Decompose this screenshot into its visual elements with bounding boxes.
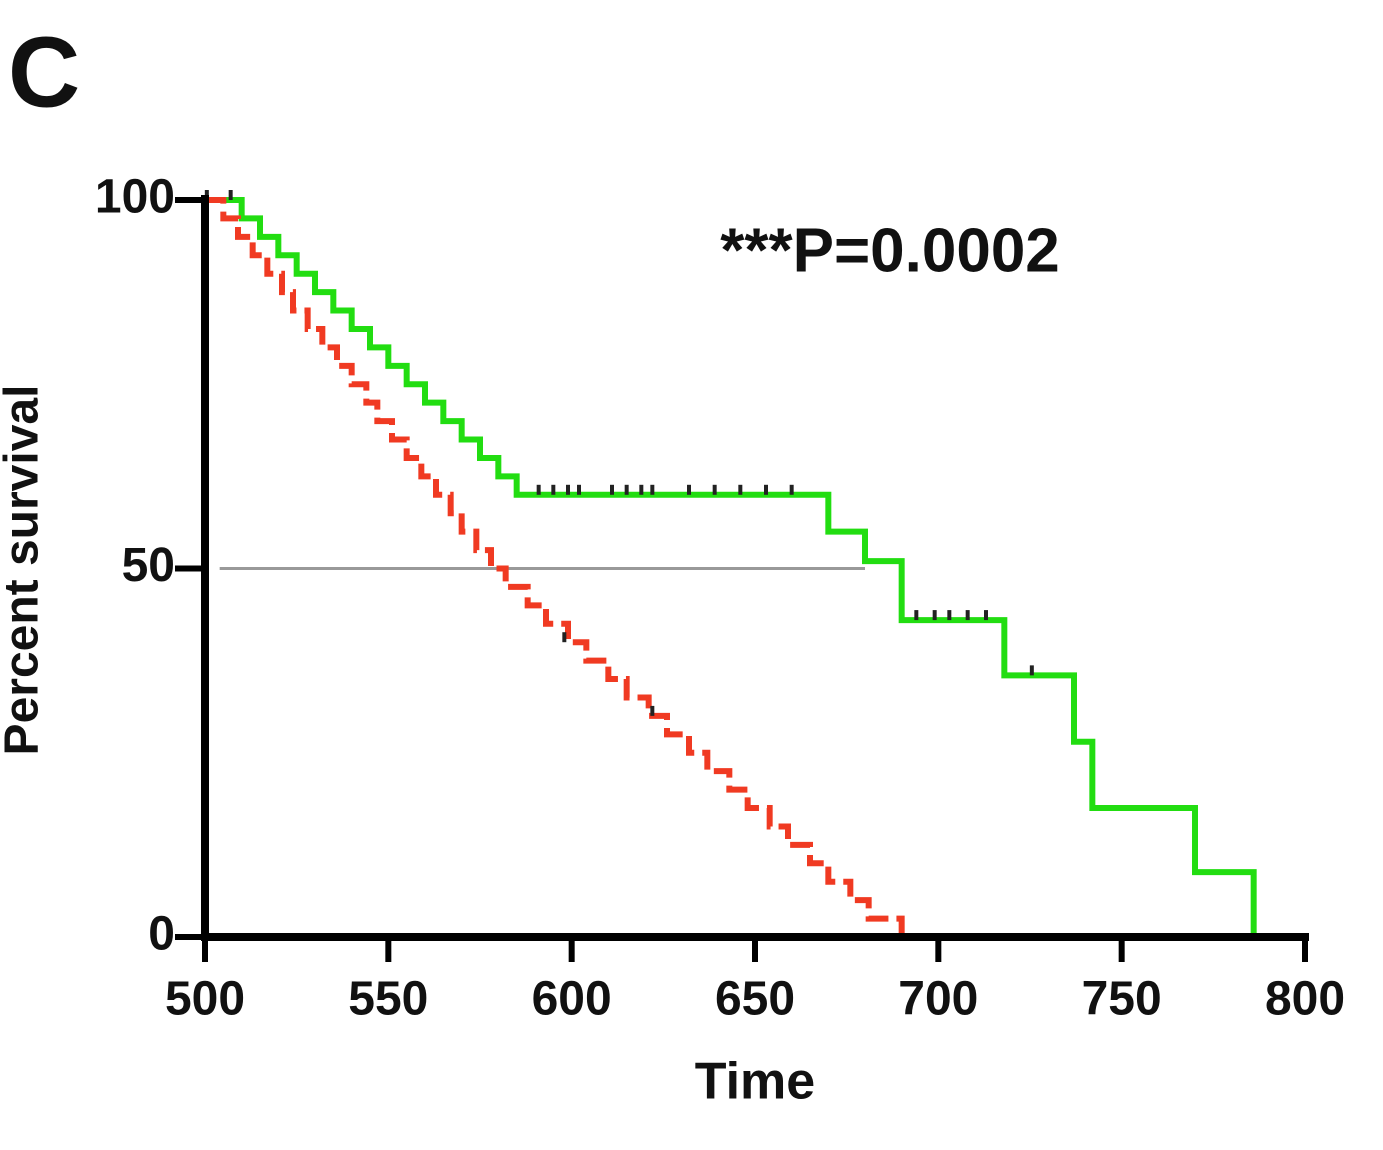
annotation: ***P=0.0002 [720, 216, 1060, 285]
x-tick-label: 550 [348, 973, 428, 1026]
y-tick-label: 100 [95, 171, 175, 224]
x-tick-label: 800 [1265, 973, 1345, 1026]
x-tick-label: 700 [898, 973, 978, 1026]
x-tick-label: 600 [532, 973, 612, 1026]
y-tick-label: 0 [148, 908, 175, 961]
x-tick-label: 650 [715, 973, 795, 1026]
y-axis-label: Percent survival [0, 385, 49, 756]
x-tick-label: 500 [165, 973, 245, 1026]
y-tick-label: 50 [122, 539, 175, 592]
survival-curve [205, 197, 905, 937]
panel-label: C [8, 16, 80, 128]
x-axis-label: Time [695, 1053, 815, 1111]
survival-curve [205, 197, 1257, 937]
x-tick-label: 750 [1082, 973, 1162, 1026]
